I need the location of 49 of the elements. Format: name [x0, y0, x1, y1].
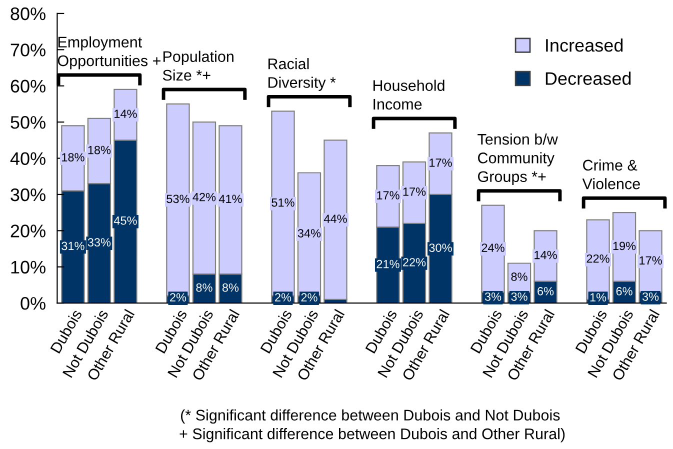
data-label: 31%	[62, 242, 84, 250]
data-label: 8%	[196, 283, 212, 292]
data-label: 33%	[88, 238, 111, 247]
legend-label: Decreased	[546, 72, 631, 85]
data-label: 19%	[613, 242, 636, 250]
data-label: 8%	[222, 283, 239, 292]
data-label: 42%	[192, 192, 216, 202]
annotation: Tension b/w Community Groups *+	[478, 133, 558, 186]
annotation: Crime & Violence	[582, 159, 640, 190]
data-label: 17%	[640, 256, 662, 265]
y-tick-label: 10%	[11, 260, 46, 274]
data-label: 30%	[429, 244, 452, 252]
annotation: Employment Opportunities +	[58, 36, 160, 70]
data-label: 6%	[616, 287, 632, 296]
data-label: 6%	[538, 287, 554, 296]
data-label: 17%	[430, 158, 452, 167]
data-label: 14%	[114, 110, 137, 118]
data-label: 22%	[586, 254, 610, 263]
y-tick-label: 50%	[10, 116, 46, 129]
y-tick-label: 20%	[10, 224, 46, 238]
data-label: 3%	[484, 292, 502, 301]
data-label: 45%	[114, 216, 137, 225]
y-tick-label: 40%	[10, 152, 46, 165]
data-label: 24%	[482, 244, 504, 252]
data-label: 17%	[403, 188, 426, 196]
data-label: 22%	[403, 258, 426, 266]
y-tick-label: 0%	[20, 297, 46, 310]
data-label: 18%	[62, 153, 84, 162]
data-label: 53%	[166, 194, 190, 204]
data-label: 51%	[272, 198, 294, 207]
data-label: 3%	[642, 292, 659, 301]
data-label: 44%	[324, 214, 347, 223]
annotation: Racial Diversity *	[268, 58, 336, 91]
data-label: 17%	[377, 191, 400, 200]
annotation: Population Size *+	[162, 50, 234, 81]
legend-label: Increased	[546, 38, 623, 52]
text: (* Significant difference between Dubois and Not Dubois + Significant difference between Dubois and Other Rural)	[180, 409, 565, 442]
y-tick-label: 30%	[10, 188, 46, 202]
y-tick-label: 60%	[10, 80, 46, 93]
data-label: 41%	[218, 194, 242, 204]
y-tick-label: 70%	[10, 44, 46, 56]
data-label: 21%	[376, 260, 400, 268]
annotation: Household Income	[373, 80, 444, 110]
data-label: 18%	[88, 146, 111, 154]
data-label: 3%	[511, 292, 528, 301]
data-label: 34%	[298, 229, 321, 238]
y-tick-label: 80%	[10, 7, 46, 20]
data-label: 14%	[534, 250, 557, 260]
data-label: 8%	[511, 272, 528, 281]
